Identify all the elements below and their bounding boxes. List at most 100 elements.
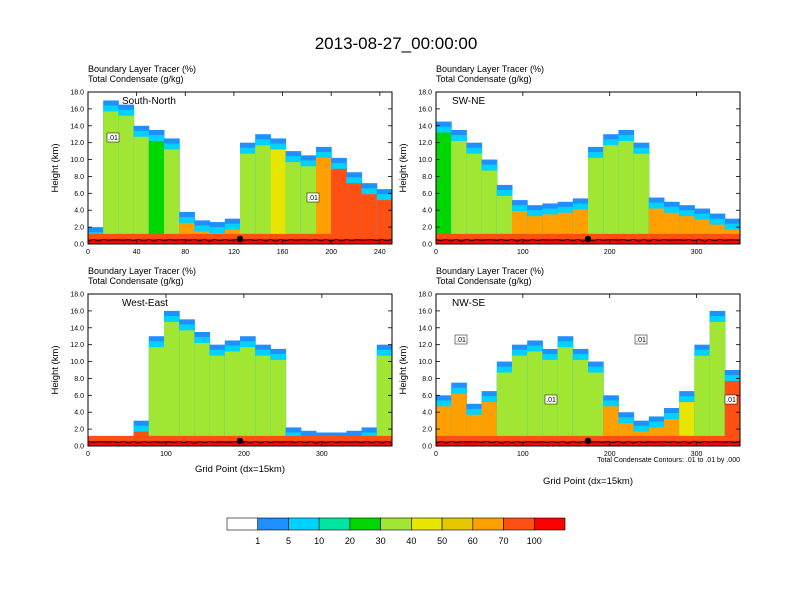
- condensate-contour-note: Total Condensate Contours: .01 to .01 by…: [597, 457, 740, 464]
- contour-label-box: [544, 394, 558, 405]
- y-tick-label: 4.0: [422, 410, 432, 417]
- contour-label: .01: [456, 337, 466, 344]
- y-tick-label: 2.0: [422, 427, 432, 434]
- x-tick-label: 100: [517, 451, 529, 458]
- y-tick-label: 14.0: [418, 325, 432, 332]
- plume-core: [270, 359, 287, 446]
- panel-west-east: Boundary Layer Tracer (%)Total Condensat…: [50, 266, 393, 475]
- section-label: NW-SE: [452, 298, 485, 309]
- plume-core: [481, 170, 498, 244]
- y-axis-label: Height (km): [50, 345, 61, 394]
- y-tick-label: 6.0: [74, 393, 84, 400]
- colorbar-label: 1: [255, 536, 260, 546]
- station-marker: [584, 437, 592, 445]
- contour-label-box: [724, 394, 738, 405]
- contour-label: .01: [546, 397, 556, 404]
- x-tick-label: 120: [228, 249, 240, 256]
- panel-south-north: Boundary Layer Tracer (%)Total Condensat…: [50, 64, 393, 256]
- contour-label: .01: [636, 337, 646, 344]
- y-tick-label: 4.0: [74, 208, 84, 215]
- colorbar-label: 10: [314, 536, 324, 546]
- y-tick-label: 6.0: [422, 393, 432, 400]
- colorbar: 1 5 10 20 30 40 50 60 70 100: [226, 517, 566, 546]
- y-tick-label: 0.0: [74, 242, 84, 249]
- y-tick-label: 14.0: [70, 325, 84, 332]
- colorbar-swatch: [288, 517, 320, 531]
- y-tick-label: 16.0: [418, 308, 432, 315]
- y-tick-label: 2.0: [74, 225, 84, 232]
- x-tick-label: 160: [277, 249, 289, 256]
- contour-label: .01: [726, 397, 736, 404]
- plume-core: [633, 153, 650, 244]
- colorbar-label: 70: [499, 536, 509, 546]
- section-label: SW-NE: [452, 96, 485, 107]
- y-tick-label: 4.0: [74, 410, 84, 417]
- y-tick-label: 10.0: [418, 157, 432, 164]
- panel-title-line1: Boundary Layer Tracer (%): [436, 266, 544, 276]
- colorbar-swatch: [257, 517, 289, 531]
- colorbar-swatch: [226, 517, 259, 531]
- colorbar-swatch: [472, 517, 504, 531]
- y-tick-label: 10.0: [70, 157, 84, 164]
- y-tick-label: 0.0: [422, 444, 432, 451]
- plot-frame: [87, 293, 393, 447]
- plume-core: [285, 162, 302, 244]
- x-tick-label: 0: [86, 451, 90, 458]
- y-tick-label: 16.0: [70, 308, 84, 315]
- plume-core: [512, 355, 528, 446]
- plume-core: [209, 355, 226, 446]
- plume-core: [164, 149, 180, 244]
- colorbar-label: 40: [406, 536, 416, 546]
- colorbar-swatch: [533, 517, 566, 531]
- contour-label: .01: [308, 195, 318, 202]
- plume-core: [255, 145, 271, 244]
- x-tick-label: 100: [160, 451, 172, 458]
- panel-title-line2: Total Condensate (g/kg): [436, 74, 532, 84]
- y-tick-label: 8.0: [74, 376, 84, 383]
- x-axis-label: Grid Point (dx=15km): [543, 476, 633, 487]
- y-tick-label: 14.0: [418, 123, 432, 130]
- plume-core: [346, 183, 363, 244]
- contour-label-box: [634, 334, 648, 345]
- y-tick-label: 8.0: [74, 174, 84, 181]
- plume-core: [148, 347, 165, 446]
- plume-core: [694, 355, 711, 446]
- y-tick-label: 0.0: [422, 242, 432, 249]
- plume-core: [316, 157, 332, 244]
- x-tick-label: 300: [316, 451, 328, 458]
- x-tick-label: 80: [181, 249, 189, 256]
- contour-label-box: [106, 132, 120, 143]
- plume-core: [451, 393, 467, 446]
- y-tick-label: 12.0: [70, 140, 84, 147]
- plume-core: [481, 402, 498, 446]
- y-tick-label: 6.0: [74, 191, 84, 198]
- plume-core: [527, 351, 543, 446]
- plume-core: [103, 111, 119, 244]
- x-tick-label: 200: [238, 451, 250, 458]
- plume-core: [148, 140, 165, 244]
- plume-core: [133, 136, 150, 244]
- colorbar-label: 60: [468, 536, 478, 546]
- y-tick-label: 16.0: [70, 106, 84, 113]
- x-tick-label: 200: [325, 249, 337, 256]
- y-tick-label: 2.0: [422, 225, 432, 232]
- colorbar-swatch: [441, 517, 474, 531]
- plume-core: [376, 355, 392, 446]
- plume-core: [376, 200, 392, 244]
- panel-title-line1: Boundary Layer Tracer (%): [88, 64, 196, 74]
- plume-core: [436, 132, 452, 244]
- plot-frame: [435, 293, 741, 447]
- station-marker: [236, 437, 244, 445]
- colorbar-label: 30: [376, 536, 386, 546]
- y-tick-label: 16.0: [418, 106, 432, 113]
- plume-core: [179, 330, 195, 446]
- x-tick-label: 0: [434, 451, 438, 458]
- y-tick-label: 8.0: [422, 376, 432, 383]
- plume-core: [164, 321, 180, 446]
- plume-core: [194, 342, 211, 446]
- plot-area: [88, 310, 392, 446]
- plot-frame: [87, 91, 393, 245]
- plume-core: [270, 149, 287, 244]
- y-tick-label: 18.0: [418, 292, 432, 299]
- plume-core: [240, 153, 256, 244]
